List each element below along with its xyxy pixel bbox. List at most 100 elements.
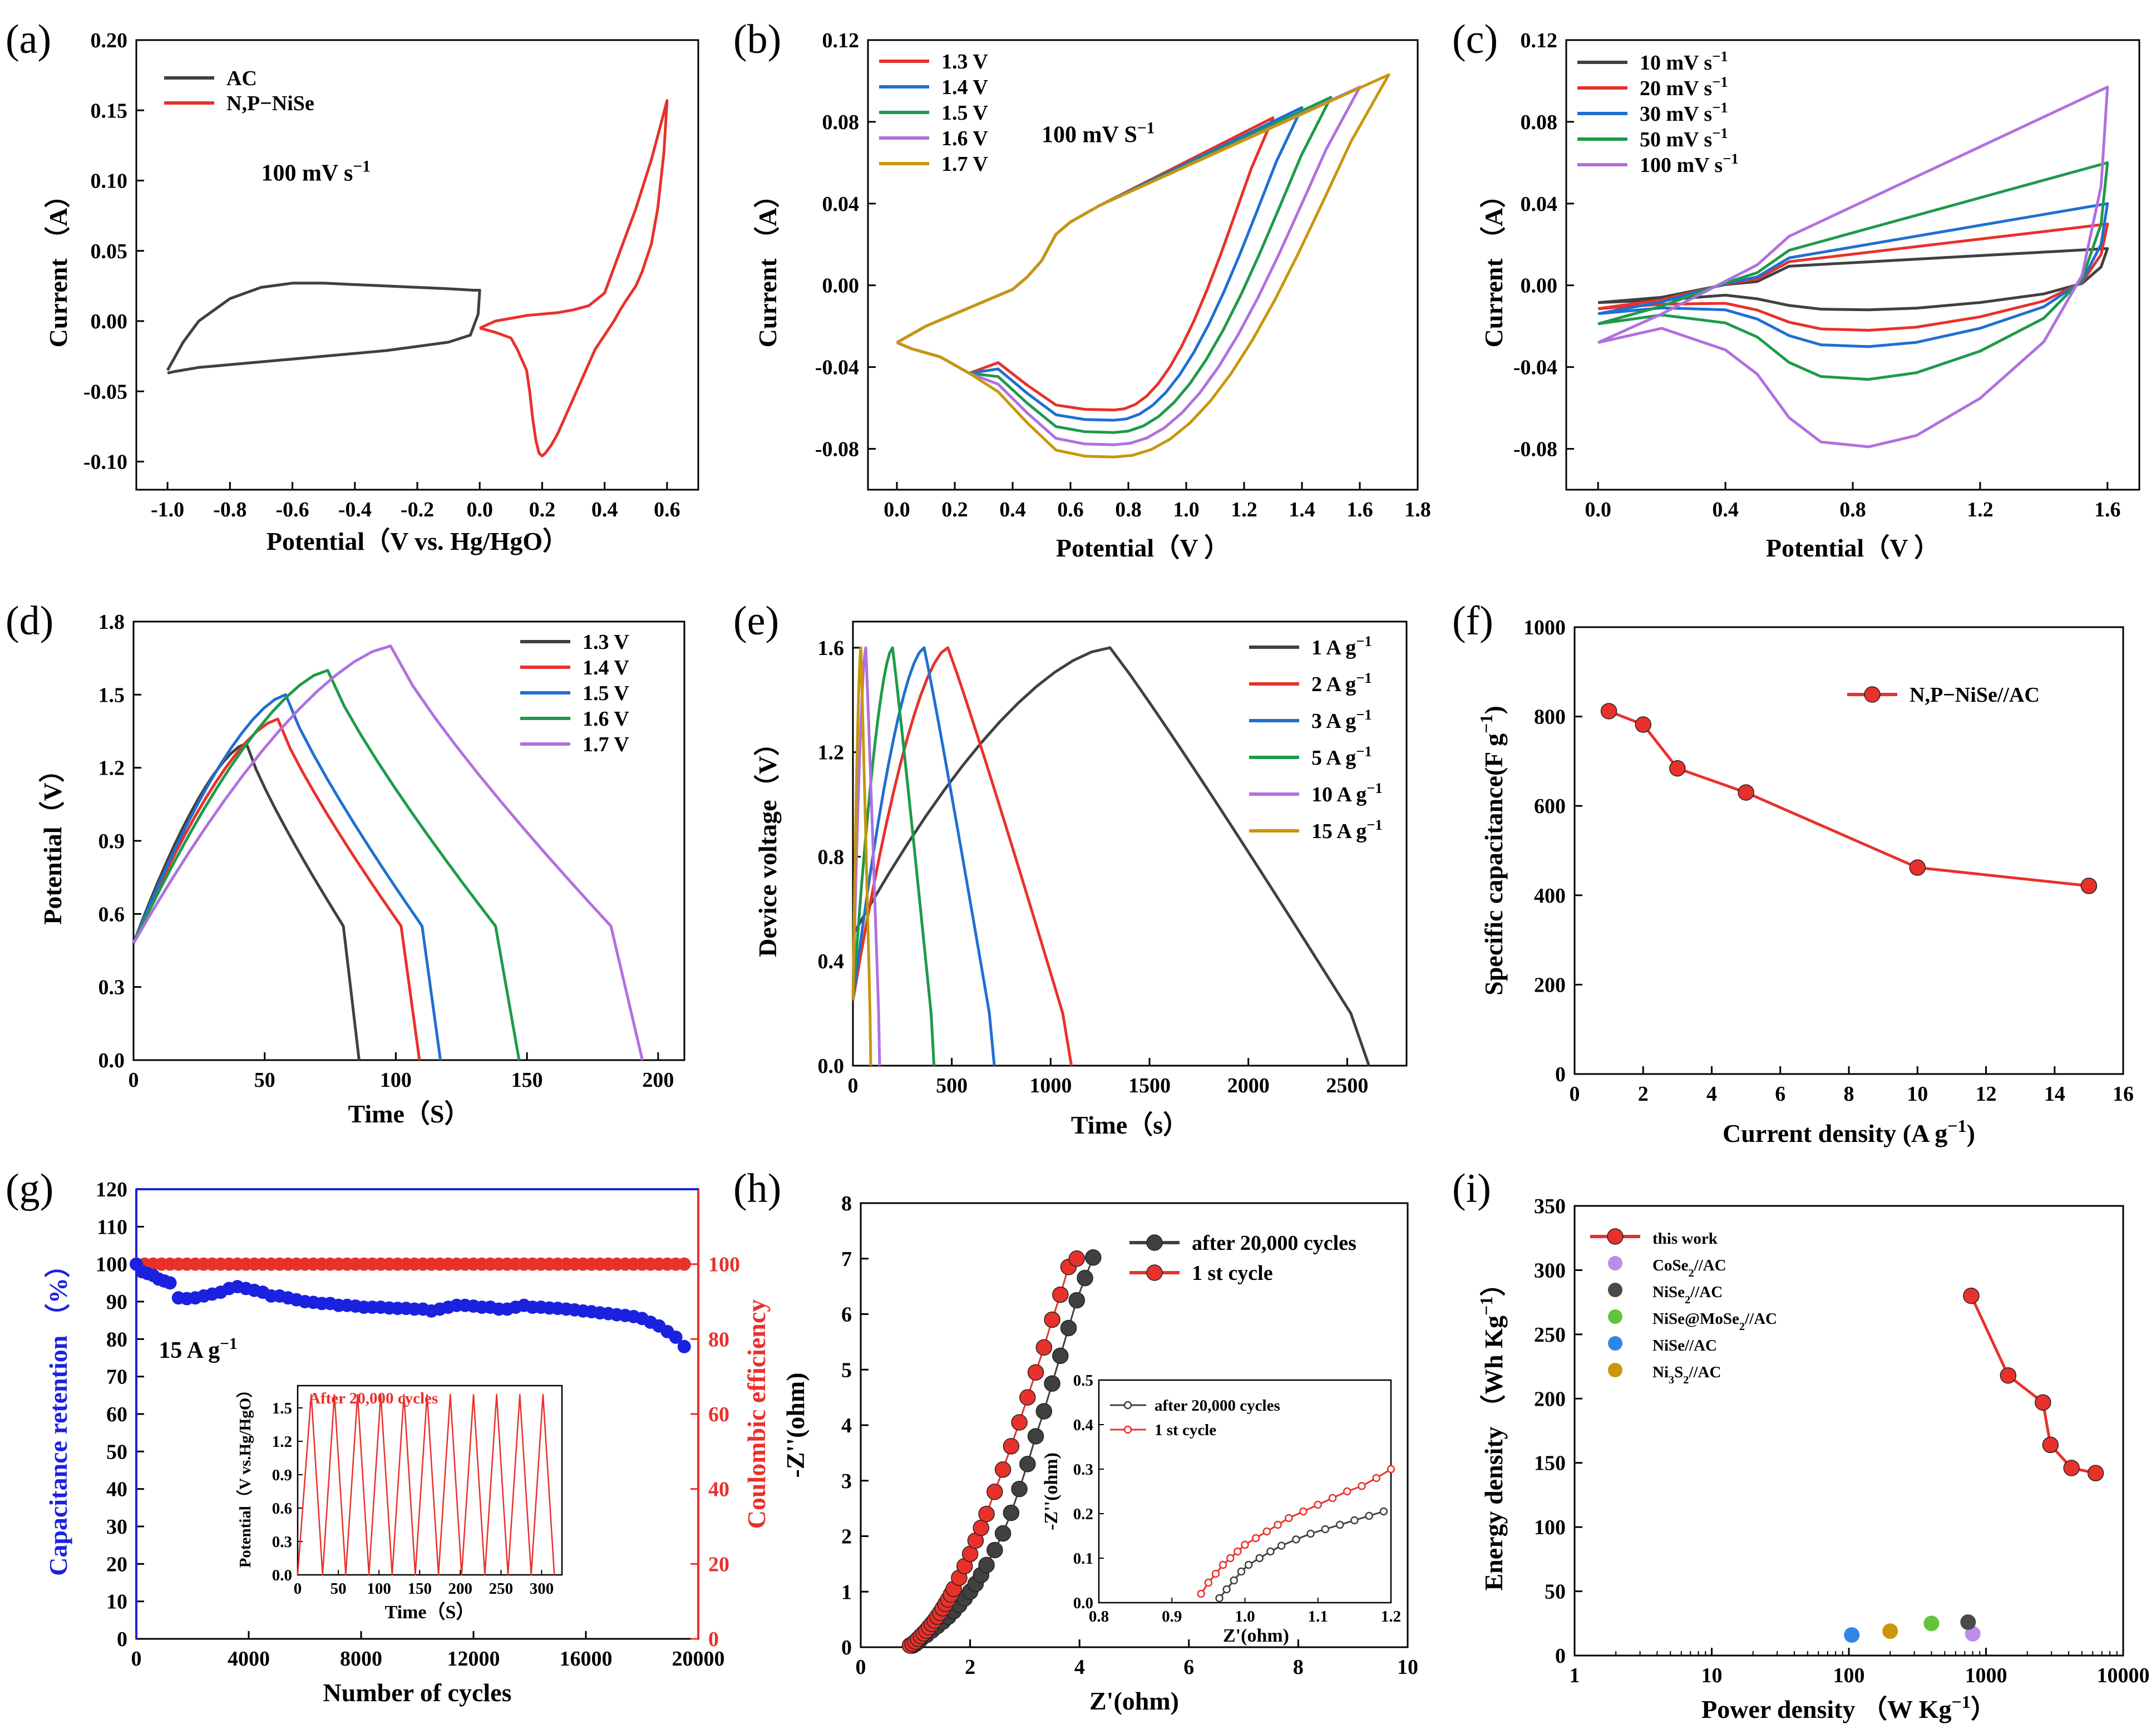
inset-point [1292, 1535, 1300, 1544]
y-tick-label: 350 [1534, 1195, 1566, 1218]
legend-entry: 3 A g−1 [1249, 706, 1372, 733]
data-point [1960, 1614, 1976, 1630]
inset-x-title: Z'(ohm) [1223, 1625, 1289, 1646]
inset-y-tick-label: 0.2 [1073, 1505, 1093, 1523]
x-tick-label: -0.8 [213, 498, 246, 521]
legend-label: 1.3 V [583, 630, 629, 654]
data-point [2063, 1460, 2080, 1476]
series-AC [166, 282, 481, 375]
x-tick-label: 0.4 [999, 498, 1026, 521]
series-line [1970, 1295, 2096, 1475]
x-tick-label: 8 [1844, 1082, 1854, 1106]
inset-x-tick-label: 50 [330, 1580, 347, 1598]
y-tick-label: 30 [106, 1515, 127, 1539]
legend-marker [1607, 1228, 1624, 1245]
y-tick-label: 1.2 [818, 741, 845, 765]
y-tick-label: 0.00 [91, 310, 128, 333]
y-axis-title: -Z''(ohm) [781, 1372, 810, 1477]
series-N,P−NiSe [479, 99, 669, 457]
x-tick-label: 12 [1976, 1082, 1997, 1106]
y-tick-label: 0.15 [91, 99, 128, 122]
y-tick-label: 0.12 [822, 29, 860, 52]
legend-label: 1 st cycle [1192, 1262, 1273, 1285]
legend-entry: this work [1590, 1228, 1718, 1248]
data-point [1635, 716, 1651, 733]
inset-x-title: Time（S） [385, 1601, 475, 1623]
y-axis-title: Potential（V） [38, 757, 67, 925]
inset-x-tick-label: 250 [489, 1580, 514, 1598]
y-tick-label: 2 [841, 1525, 852, 1549]
x-tick-label: 100 [1833, 1664, 1865, 1687]
legend-entry: 1.4 V [520, 656, 629, 679]
x-tick-label: 150 [511, 1068, 543, 1092]
x-tick-label: 500 [936, 1074, 968, 1097]
panel-label-h: (h) [733, 1166, 781, 1211]
data-point [978, 1505, 995, 1523]
legend-label: 1.7 V [941, 152, 988, 176]
inset-point [1204, 1578, 1213, 1587]
y-axis-title: Specific capacitance(F g−1) [1476, 706, 1508, 996]
y-tick-label: 0 [1555, 1644, 1566, 1668]
legend-label: NiSe@MoSe2//AC [1652, 1310, 1777, 1333]
y-tick-label: 60 [106, 1403, 127, 1426]
inset-point [1306, 1529, 1315, 1538]
data-point [1027, 1428, 1044, 1445]
data-point [1052, 1347, 1069, 1365]
y-tick-label: -0.08 [815, 438, 859, 461]
y-tick-label: -0.04 [1513, 356, 1557, 380]
y-tick-label: 100 [1534, 1516, 1566, 1539]
legend-entry: 10 mV s−1 [1577, 48, 1728, 75]
inset-legend-label: 1 st cycle [1155, 1421, 1216, 1439]
y-tick-label: 0.00 [1521, 274, 1558, 298]
data-point [1003, 1438, 1020, 1455]
legend-label: 1.5 V [941, 101, 988, 125]
inset-point [1211, 1569, 1220, 1578]
legend-label: NiSe2//AC [1652, 1283, 1723, 1306]
series-10 mV s [1597, 247, 2109, 312]
legend-entry: 1 st cycle [1129, 1262, 1273, 1285]
legend-entry: 1.3 V [879, 50, 988, 73]
inset-x-tick-label: 1.2 [1381, 1608, 1401, 1625]
x-axis-title: Potential（V ） [1056, 534, 1230, 562]
series-2 A g [851, 646, 1073, 1066]
data-point [1844, 1627, 1860, 1643]
y-tick-label: 1 [841, 1580, 852, 1604]
x-tick-label: 0.4 [591, 498, 618, 521]
legend-entry: after 20,000 cycles [1129, 1232, 1356, 1255]
x-tick-label: 8000 [340, 1647, 382, 1671]
series-line [1608, 710, 2089, 888]
data-point [986, 1541, 1003, 1559]
y-tick-label: 250 [1534, 1323, 1566, 1347]
legend-marker [1146, 1234, 1163, 1251]
y-tick-label: 50 [1545, 1580, 1566, 1604]
retention-point [677, 1339, 691, 1353]
x-tick-label: 1.6 [2094, 498, 2121, 521]
data-point [994, 1525, 1012, 1542]
legend-entry: Ni3S2//AC [1608, 1363, 1721, 1386]
inset-y-tick-label: 1.2 [272, 1433, 292, 1451]
inset-point [1379, 1507, 1388, 1516]
inset-title: After 20,000 cycles [309, 1390, 438, 1407]
data-point [1019, 1389, 1036, 1406]
series-1.5 V [132, 693, 442, 1061]
legend-label: AC [226, 67, 257, 90]
ce-point [677, 1257, 691, 1271]
y-tick-label: 600 [1534, 795, 1566, 818]
data-point [1011, 1414, 1028, 1431]
x-axis-title: Potential（V ） [1766, 534, 1940, 562]
data-point [2087, 1465, 2104, 1481]
legend-entry: 1.3 V [520, 630, 629, 654]
inset-g: 0 50 100 150 200 250 300 0.0 0.3 0.6 0.9 1.2 1.5 Time… [236, 1382, 563, 1623]
inset-x-tick-label: 300 [530, 1580, 554, 1598]
inset-h: 0.8 0.9 1.0 1.1 1.2 0.0 0.1 0.2 0.3 0.4 0.5 Z'(ohm)… [1041, 1372, 1401, 1646]
data-point [1035, 1403, 1053, 1420]
legend-entry: 1.6 V [879, 127, 988, 150]
inset-y-title: Potential（V vs.Hg/HgO） [236, 1382, 254, 1568]
series-1.7 V [896, 73, 1390, 459]
panel-label-a: (a) [6, 17, 51, 62]
inset-y-tick-label: 0.6 [272, 1500, 292, 1518]
y-tick-label: 7 [841, 1248, 852, 1271]
legend-entry: 15 A g−1 [1249, 816, 1383, 843]
legend-label: 1.6 V [583, 707, 629, 731]
